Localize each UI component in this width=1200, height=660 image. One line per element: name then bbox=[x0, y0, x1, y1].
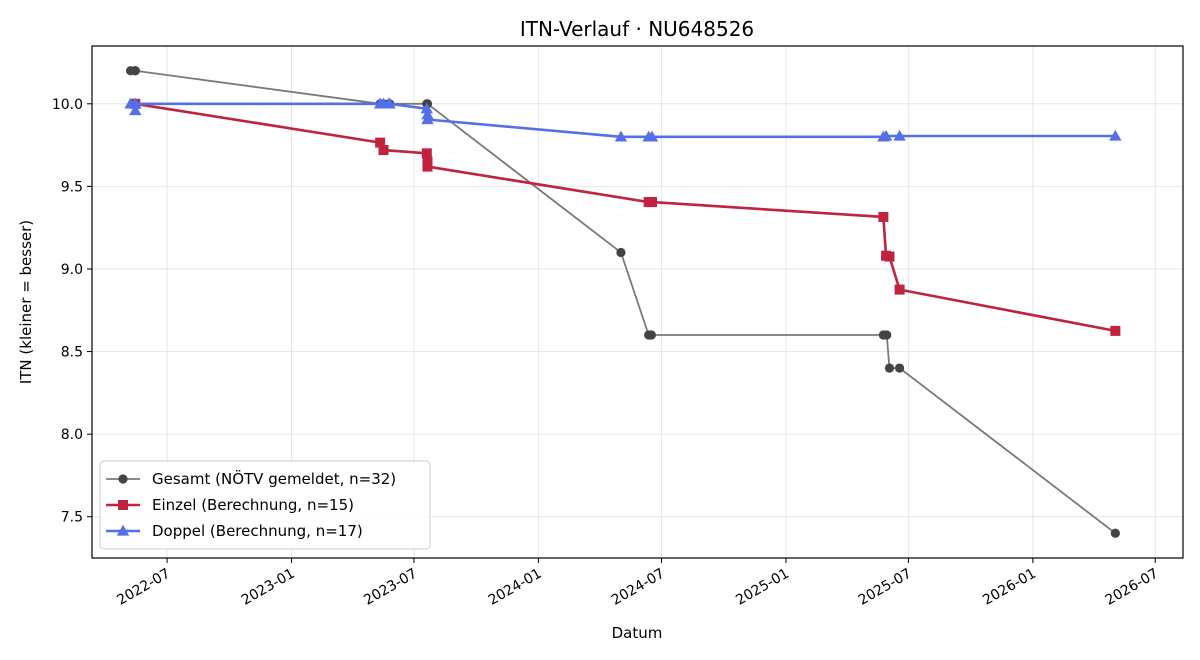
data-point bbox=[383, 97, 396, 109]
y-tick-label: 8.5 bbox=[61, 345, 83, 361]
legend-marker bbox=[118, 500, 128, 510]
y-tick-label: 7.5 bbox=[61, 510, 83, 526]
data-point bbox=[421, 113, 434, 125]
grid-layer bbox=[92, 46, 1183, 558]
data-point bbox=[1109, 129, 1122, 141]
data-point bbox=[879, 129, 893, 141]
legend-marker bbox=[118, 474, 128, 484]
y-tick-label: 9.5 bbox=[61, 179, 83, 195]
legend: Gesamt (NÖTV gemeldet, n=32) Einzel (Bere… bbox=[99, 460, 431, 550]
chart-title: ITN-Verlauf · NU648526 bbox=[520, 17, 754, 41]
data-point bbox=[878, 211, 889, 222]
data-point bbox=[420, 102, 434, 114]
data-point bbox=[422, 161, 433, 172]
data-point bbox=[645, 130, 659, 142]
legend-label: Einzel (Berechnung, n=15) bbox=[152, 496, 354, 514]
legend-entry: Gesamt (NÖTV gemeldet, n=32) bbox=[106, 469, 396, 488]
data-point bbox=[378, 145, 389, 156]
legend-box bbox=[99, 460, 431, 550]
data-point bbox=[894, 363, 905, 373]
y-tick-label: 8.0 bbox=[61, 427, 83, 443]
data-point bbox=[893, 129, 906, 141]
plot-frame bbox=[91, 45, 1184, 559]
data-point bbox=[130, 66, 140, 76]
y-axis-title: ITN (kleiner = besser) bbox=[17, 220, 35, 384]
data-point bbox=[616, 247, 626, 258]
data-point bbox=[421, 148, 432, 159]
data-point bbox=[894, 284, 905, 295]
series-square bbox=[130, 98, 1121, 336]
data-point bbox=[375, 137, 386, 148]
data-point bbox=[882, 330, 892, 340]
data-point bbox=[884, 363, 895, 373]
legend-label: Gesamt (NÖTV gemeldet, n=32) bbox=[152, 469, 396, 488]
legend-label: Doppel (Berechnung, n=17) bbox=[152, 522, 363, 540]
data-point bbox=[129, 97, 142, 109]
series-triangle bbox=[124, 97, 1122, 142]
legend-entry: Doppel (Berechnung, n=17) bbox=[106, 522, 363, 540]
data-point bbox=[1110, 325, 1121, 336]
data-point bbox=[647, 197, 658, 208]
data-point bbox=[1110, 528, 1120, 538]
data-point bbox=[614, 130, 628, 142]
data-point bbox=[129, 104, 142, 116]
y-tick-label: 9.0 bbox=[61, 262, 83, 278]
data-point bbox=[884, 251, 895, 262]
data-point bbox=[646, 330, 656, 340]
x-axis-title: Datum bbox=[612, 624, 663, 642]
legend-entry: Einzel (Berechnung, n=15) bbox=[106, 496, 354, 514]
y-tick-label: 10.0 bbox=[52, 97, 83, 113]
series-layer bbox=[124, 66, 1122, 538]
legend-marker bbox=[116, 524, 130, 536]
